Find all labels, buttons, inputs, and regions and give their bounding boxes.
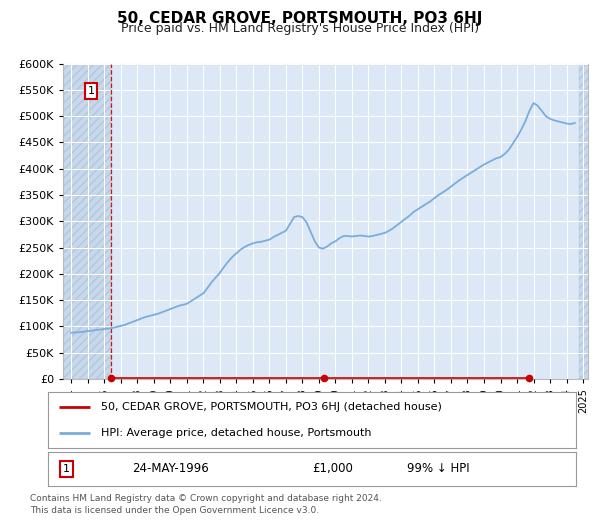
Point [524, 374, 533, 383]
Bar [63, 64, 110, 379]
Text: 1: 1 [88, 86, 95, 96]
Point [319, 374, 329, 383]
Text: 1: 1 [63, 464, 70, 474]
Point [106, 374, 115, 383]
Text: 24-MAY-1996: 24-MAY-1996 [133, 462, 209, 475]
Text: Price paid vs. HM Land Registry's House Price Index (HPI): Price paid vs. HM Land Registry's House … [121, 22, 479, 36]
Text: £1,000: £1,000 [312, 462, 353, 475]
Text: 50, CEDAR GROVE, PORTSMOUTH, PO3 6HJ (detached house): 50, CEDAR GROVE, PORTSMOUTH, PO3 6HJ (de… [101, 402, 442, 412]
Text: 99% ↓ HPI: 99% ↓ HPI [407, 462, 470, 475]
Text: 50, CEDAR GROVE, PORTSMOUTH, PO3 6HJ: 50, CEDAR GROVE, PORTSMOUTH, PO3 6HJ [118, 11, 482, 25]
Bar [579, 64, 590, 379]
Text: HPI: Average price, detached house, Portsmouth: HPI: Average price, detached house, Port… [101, 428, 371, 438]
Bar [63, 64, 110, 379]
Text: Contains HM Land Registry data © Crown copyright and database right 2024.
This d: Contains HM Land Registry data © Crown c… [30, 494, 382, 515]
Bar [579, 64, 590, 379]
